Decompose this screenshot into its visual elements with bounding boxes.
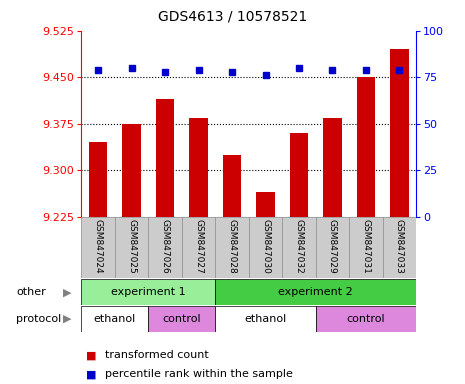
Bar [189, 118, 208, 217]
Bar [323, 118, 342, 217]
Text: transformed count: transformed count [105, 350, 208, 360]
Bar [81, 279, 215, 305]
Text: ■: ■ [86, 350, 97, 360]
Text: GSM847029: GSM847029 [328, 219, 337, 273]
Text: GSM847027: GSM847027 [194, 219, 203, 273]
Bar [215, 306, 316, 332]
Text: ▶: ▶ [63, 287, 72, 297]
Text: percentile rank within the sample: percentile rank within the sample [105, 369, 292, 379]
Bar [390, 50, 409, 217]
Bar [290, 133, 308, 217]
Text: experiment 2: experiment 2 [279, 287, 353, 297]
Text: control: control [346, 314, 385, 324]
Text: GDS4613 / 10578521: GDS4613 / 10578521 [158, 10, 307, 23]
Bar [215, 279, 416, 305]
Text: ■: ■ [86, 369, 97, 379]
Text: GSM847033: GSM847033 [395, 219, 404, 274]
Text: ethanol: ethanol [245, 314, 286, 324]
Bar [89, 142, 107, 217]
Bar [81, 306, 148, 332]
Text: experiment 1: experiment 1 [111, 287, 186, 297]
Text: GSM847032: GSM847032 [294, 219, 304, 273]
Bar [357, 77, 375, 217]
Text: protocol: protocol [16, 314, 61, 324]
Text: GSM847024: GSM847024 [93, 219, 103, 273]
Text: other: other [16, 287, 46, 297]
Bar [148, 306, 215, 332]
Bar [156, 99, 174, 217]
Bar [122, 124, 141, 217]
Text: GSM847030: GSM847030 [261, 219, 270, 274]
Text: control: control [162, 314, 201, 324]
Text: GSM847026: GSM847026 [160, 219, 170, 273]
Text: ▶: ▶ [63, 314, 72, 324]
Bar [223, 155, 241, 217]
Bar [316, 306, 416, 332]
Text: GSM847031: GSM847031 [361, 219, 371, 274]
Bar [256, 192, 275, 217]
Text: GSM847028: GSM847028 [227, 219, 237, 273]
Text: GSM847025: GSM847025 [127, 219, 136, 273]
Text: ethanol: ethanol [94, 314, 136, 324]
